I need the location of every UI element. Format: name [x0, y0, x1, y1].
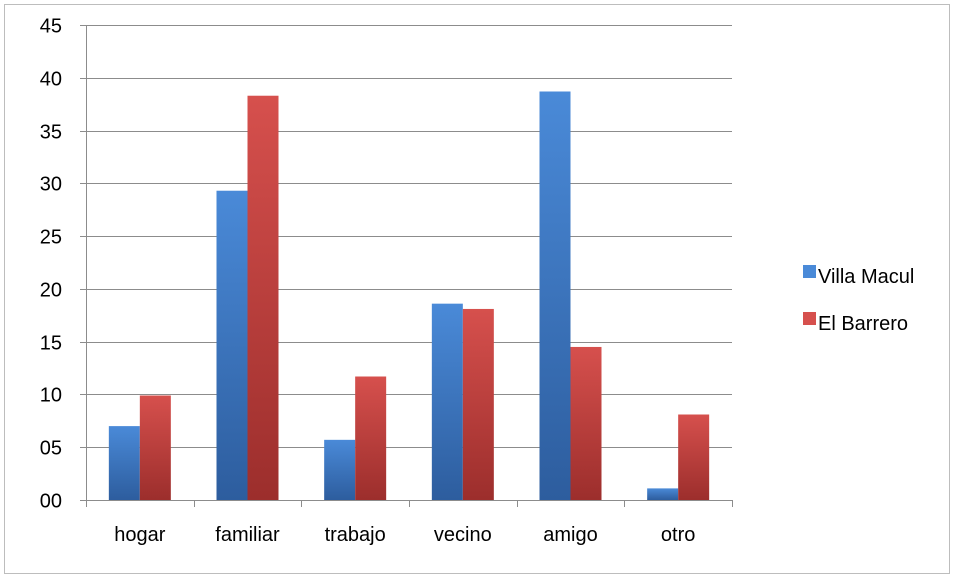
x-tick-label-vecino: vecino	[434, 524, 492, 546]
bar-villa-macul-amigo	[539, 91, 571, 500]
bar-villa-macul-trabajo	[324, 439, 356, 500]
legend-swatch-villa-macul	[803, 265, 816, 278]
x-tick-label-amigo: amigo	[543, 524, 597, 546]
y-tick-label: 15	[40, 333, 62, 355]
y-tick-label: 30	[40, 174, 62, 196]
chart-frame	[4, 4, 950, 574]
bar-villa-macul-vecino	[431, 303, 463, 500]
bar-el-barrero-trabajo	[355, 376, 387, 500]
gridlines	[86, 25, 732, 448]
bar-el-barrero-familiar	[247, 95, 279, 500]
bar-el-barrero-hogar	[139, 395, 171, 500]
bar-villa-macul-familiar	[216, 190, 248, 500]
bar-el-barrero-vecino	[462, 308, 494, 500]
y-tick-label: 10	[40, 385, 62, 407]
y-tick-label: 35	[40, 122, 62, 144]
x-tick-label-trabajo: trabajo	[325, 524, 386, 546]
y-tick-label: 40	[40, 69, 62, 91]
x-tick-label-familiar: familiar	[215, 524, 280, 546]
legend: Villa Macul El Barrero	[803, 265, 914, 335]
y-tick-label: 00	[40, 491, 62, 513]
legend-label-el-barrero: El Barrero	[818, 313, 908, 335]
bars	[108, 91, 710, 500]
y-tick-label: 25	[40, 227, 62, 249]
x-tick-label-hogar: hogar	[114, 524, 165, 546]
bar-el-barrero-otro	[678, 414, 710, 500]
bar-villa-macul-hogar	[108, 426, 140, 500]
y-tick-label: 45	[40, 16, 62, 38]
x-tick-label-otro: otro	[661, 524, 695, 546]
legend-label-villa-macul: Villa Macul	[818, 266, 914, 288]
legend-swatch-el-barrero	[803, 312, 816, 325]
axes: 00 05 10 15 20 25 30 35 40 45 hogar familiar trabajo…	[40, 16, 733, 546]
bar-villa-macul-otro	[647, 488, 679, 500]
y-tick-label: 20	[40, 280, 62, 302]
y-tick-label: 05	[40, 438, 62, 460]
bar-el-barrero-amigo	[570, 346, 602, 500]
